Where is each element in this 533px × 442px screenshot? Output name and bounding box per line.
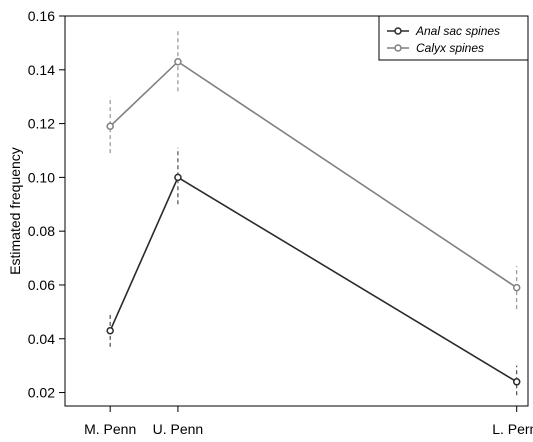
legend-box — [378, 15, 529, 61]
y-tick-label: 0.06 — [28, 277, 55, 293]
y-tick-label: 0.08 — [28, 223, 55, 239]
legend-label: Anal sac spines — [415, 24, 500, 38]
legend-label: Calyx spines — [416, 41, 484, 55]
plot-frame — [64, 15, 529, 407]
y-axis-label: Estimated frequency — [7, 147, 23, 275]
data-point — [174, 173, 182, 182]
x-tick-label: L. Perm — [492, 421, 533, 437]
series-line — [109, 176, 518, 383]
series-1 — [106, 29, 521, 310]
data-point — [106, 122, 114, 131]
y-tick-label: 0.14 — [28, 62, 55, 78]
legend-marker — [394, 27, 402, 35]
series-line — [109, 60, 518, 289]
data-point — [174, 57, 182, 66]
y-tick-label: 0.04 — [28, 331, 55, 347]
data-point — [512, 378, 521, 386]
y-tick-label: 0.10 — [28, 169, 55, 185]
legend: Anal sac spines Calyx spines — [378, 15, 529, 61]
x-tick-label: M. Penn — [84, 421, 136, 437]
series-layer — [106, 29, 521, 396]
y-axis: 0.02 0.04 0.06 0.08 0.10 0.12 0.14 0.16 — [28, 8, 65, 401]
y-tick-label: 0.02 — [28, 385, 55, 401]
series-0 — [106, 147, 521, 396]
x-tick-label: U. Penn — [153, 421, 204, 437]
x-axis: M. Penn U. Penn L. Perm — [84, 406, 533, 437]
legend-marker — [394, 44, 402, 52]
y-tick-label: 0.16 — [28, 8, 55, 24]
y-tick-label: 0.12 — [28, 116, 55, 132]
data-point — [512, 283, 521, 292]
data-point — [106, 326, 114, 335]
